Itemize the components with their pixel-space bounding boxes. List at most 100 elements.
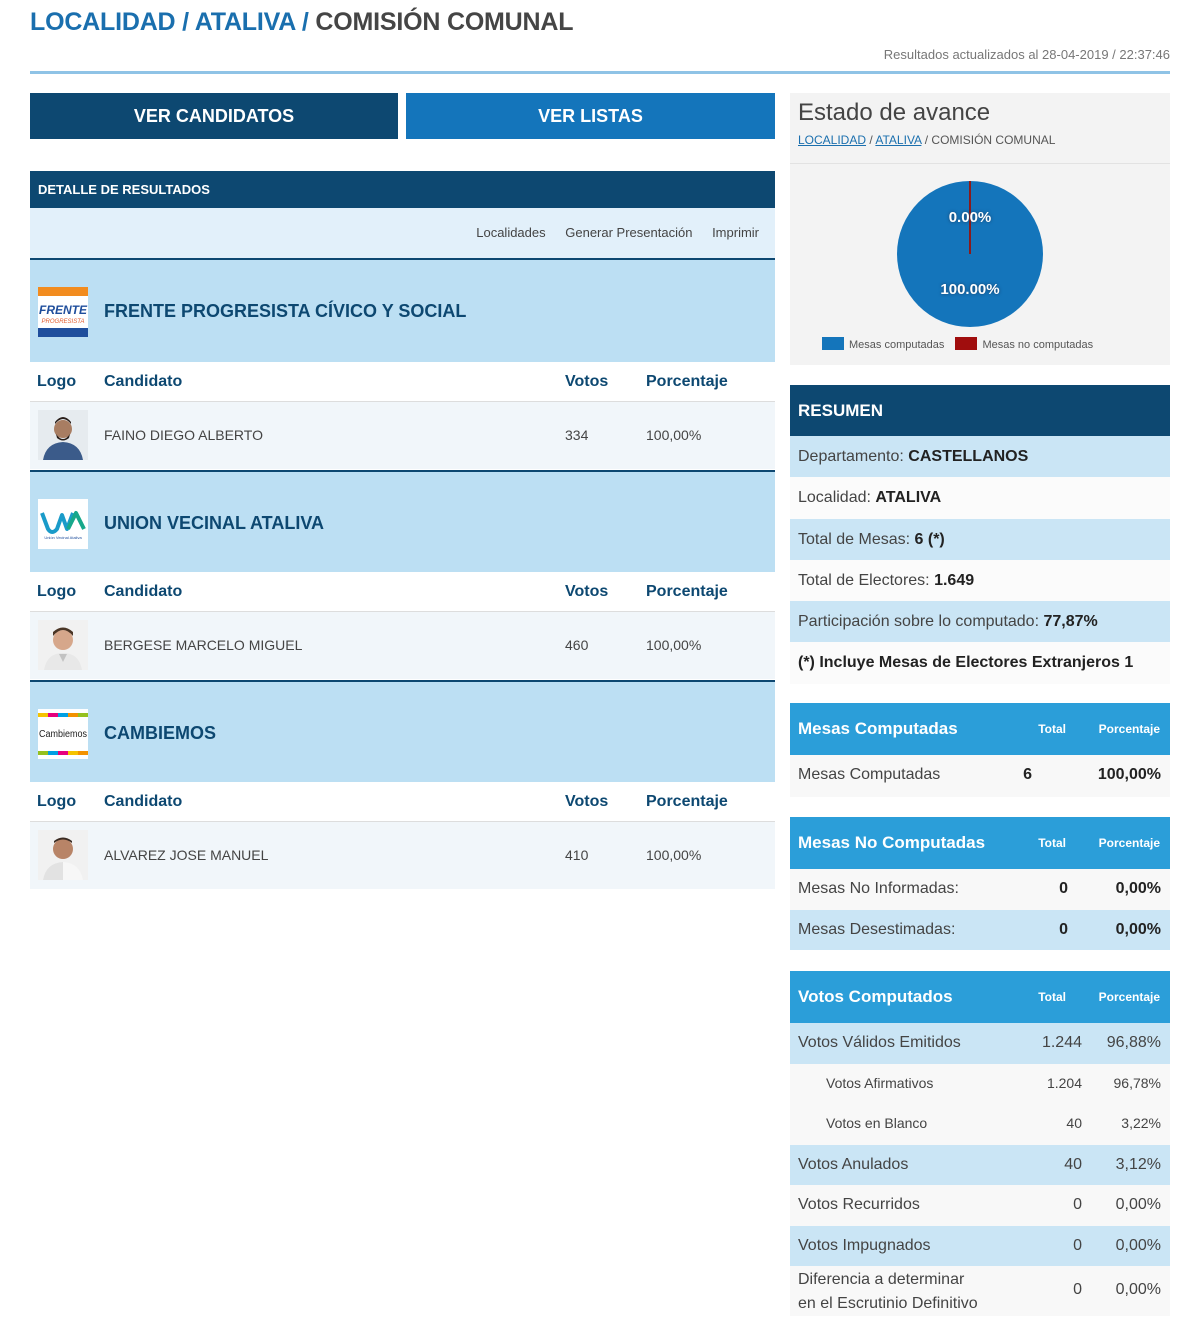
candidate-percent: 100,00% [646, 427, 702, 443]
col-logo: Logo [37, 583, 77, 600]
col-total: Total [1038, 722, 1066, 736]
stat-row: Votos Afirmativos 1.204 96,78% [790, 1063, 1170, 1104]
mesas-computadas-header: Mesas Computadas Total Porcentaje [790, 703, 1170, 755]
stat-row: Votos en Blanco 40 3,22% [790, 1104, 1170, 1145]
col-candidato: Candidato [104, 583, 183, 600]
party-name: UNION VECINAL ATALIVA [104, 513, 324, 533]
detalle-resultados-header: DETALLE DE RESULTADOS [30, 171, 775, 208]
candidate-table-header: Logo Candidato Votos Porcentaje [30, 572, 775, 612]
results-toolbar: Localidades Generar Presentación Imprimi… [30, 208, 775, 260]
col-porcentaje: Porcentaje [1098, 990, 1160, 1004]
candidate-photo [38, 620, 88, 670]
resumen-mesas: Total de Mesas: 6 (*) [790, 518, 1170, 560]
stat-row: Votos Anulados 40 3,12% [790, 1144, 1170, 1185]
stat-row: Votos Válidos Emitidos 1.244 96,88% [790, 1023, 1170, 1064]
candidate-percent: 100,00% [646, 847, 702, 863]
estado-avance-breadcrumb: LOCALIDAD / ATALIVA / COMISIÓN COMUNAL [798, 133, 1056, 147]
votos-computados-header: Votos Computados Total Porcentaje [790, 971, 1170, 1023]
table-title: Votos Computados [798, 987, 953, 1006]
col-logo: Logo [37, 793, 77, 810]
resumen-nota: (*) Incluye Mesas de Electores Extranjer… [790, 642, 1170, 684]
breadcrumb-separator: / [301, 8, 309, 36]
stat-row: Mesas No Informadas: 0 0,00% [790, 869, 1170, 910]
table-title: Mesas Computadas [798, 719, 958, 738]
col-votos: Votos [565, 373, 609, 390]
generar-presentacion-link[interactable]: Generar Presentación [565, 225, 693, 240]
stat-row: Votos Impugnados 0 0,00% [790, 1225, 1170, 1266]
resumen-electores: Total de Electores: 1.649 [790, 559, 1170, 602]
col-porcentaje: Porcentaje [1098, 722, 1160, 736]
mesas-no-computadas-header: Mesas No Computadas Total Porcentaje [790, 817, 1170, 869]
party-logo-uva: Unión Vecinal Ataliva [38, 499, 88, 549]
col-total: Total [1038, 990, 1066, 1004]
estado-avance-panel: Estado de avance LOCALIDAD / ATALIVA / C… [790, 93, 1170, 365]
ver-listas-button[interactable]: VER LISTAS [406, 93, 775, 139]
candidate-row: ALVAREZ JOSE MANUEL 410 100,00% [30, 822, 775, 889]
breadcrumb: LOCALIDAD / ATALIVA / COMISIÓN COMUNAL [30, 8, 574, 37]
party-block: Unión Vecinal Ataliva UNION VECINAL ATAL… [30, 470, 775, 679]
avance-ataliva-link[interactable]: ATALIVA [875, 133, 922, 147]
table-title: Mesas No Computadas [798, 833, 986, 852]
mesas-no-computadas-table: Mesas No Computadas Total Porcentaje Mes… [790, 817, 1170, 950]
pie-legend: Mesas computadas Mesas no computadas [822, 337, 1093, 351]
page-header: LOCALIDAD / ATALIVA / COMISIÓN COMUNAL R… [30, 0, 1170, 74]
candidate-name: BERGESE MARCELO MIGUEL [104, 637, 303, 653]
candidate-table-header: Logo Candidato Votos Porcentaje [30, 782, 775, 822]
party-name: CAMBIEMOS [104, 723, 216, 743]
col-porcentaje: Porcentaje [646, 373, 728, 390]
breadcrumb-separator: / [182, 8, 189, 36]
col-porcentaje: Porcentaje [1098, 836, 1160, 850]
party-logo-text: Cambiemos [39, 729, 87, 740]
party-header: Unión Vecinal Ataliva UNION VECINAL ATAL… [30, 470, 775, 572]
last-updated-text: Resultados actualizados al 28-04-2019 / … [883, 47, 1170, 62]
imprimir-link[interactable]: Imprimir [712, 225, 759, 240]
col-total: Total [1038, 836, 1066, 850]
candidate-row: FAINO DIEGO ALBERTO 334 100,00% [30, 402, 775, 469]
legend-swatch-no-computadas [955, 337, 978, 350]
estado-avance-title: Estado de avance [798, 99, 991, 126]
stat-row: Votos Recurridos 0 0,00% [790, 1185, 1170, 1226]
candidate-table-header: Logo Candidato Votos Porcentaje [30, 362, 775, 402]
breadcrumb-localidad-link[interactable]: LOCALIDAD [30, 8, 176, 36]
divider [790, 163, 1170, 164]
pie-label-no-computadas: 0.00% [948, 209, 992, 226]
candidate-votes: 410 [565, 847, 589, 863]
party-header: Cambiemos CAMBIEMOS [30, 680, 775, 782]
progress-pie-chart: 0.00% 100.00% [897, 181, 1043, 327]
resumen-participacion: Participación sobre lo computado: 77,87% [790, 601, 1170, 643]
pie-no-computadas-slice [969, 181, 971, 254]
resumen-localidad: Localidad: ATALIVA [790, 477, 1170, 519]
col-candidato: Candidato [104, 793, 183, 810]
party-header: FRENTE PROGRESISTA FRENTE PROGRESISTA CÍ… [30, 260, 775, 362]
candidate-percent: 100,00% [646, 637, 702, 653]
stat-row: Diferencia a determinar en el Escrutinio … [790, 1266, 1170, 1316]
legend-computadas: Mesas computadas [849, 339, 945, 351]
stat-row: Mesas Desestimadas: 0 0,00% [790, 909, 1170, 950]
party-logo-subtext: Unión Vecinal Ataliva [44, 535, 82, 540]
party-name: FRENTE PROGRESISTA CÍVICO Y SOCIAL [104, 301, 467, 321]
candidate-row: BERGESE MARCELO MIGUEL 460 100,00% [30, 612, 775, 679]
mesas-computadas-table: Mesas Computadas Total Porcentaje Mesas … [790, 703, 1170, 797]
party-logo-frente: FRENTE PROGRESISTA [38, 287, 88, 337]
breadcrumb-ataliva-link[interactable]: ATALIVA [194, 8, 296, 36]
candidate-photo [38, 830, 88, 880]
resumen-title: RESUMEN [790, 385, 1170, 436]
col-porcentaje: Porcentaje [646, 793, 728, 810]
col-votos: Votos [565, 793, 609, 810]
candidate-name: ALVAREZ JOSE MANUEL [104, 847, 269, 863]
party-logo-cambiemos: Cambiemos [38, 709, 88, 759]
ver-candidatos-button[interactable]: VER CANDIDATOS [30, 93, 398, 139]
col-candidato: Candidato [104, 373, 183, 390]
pie-label-computadas: 100.00% [940, 281, 1000, 298]
localidades-link[interactable]: Localidades [476, 225, 546, 240]
party-logo-text: FRENTE [39, 303, 88, 317]
breadcrumb-current: COMISIÓN COMUNAL [315, 8, 574, 36]
col-votos: Votos [565, 583, 609, 600]
resumen-departamento: Departamento: CASTELLANOS [790, 436, 1170, 478]
candidate-name: FAINO DIEGO ALBERTO [104, 427, 263, 443]
resumen-panel: RESUMEN Departamento: CASTELLANOS Locali… [790, 385, 1170, 684]
candidate-votes: 334 [565, 427, 589, 443]
avance-localidad-link[interactable]: LOCALIDAD [798, 133, 867, 147]
stat-row: Mesas Computadas 6 100,00% [790, 755, 1170, 797]
col-porcentaje: Porcentaje [646, 583, 728, 600]
